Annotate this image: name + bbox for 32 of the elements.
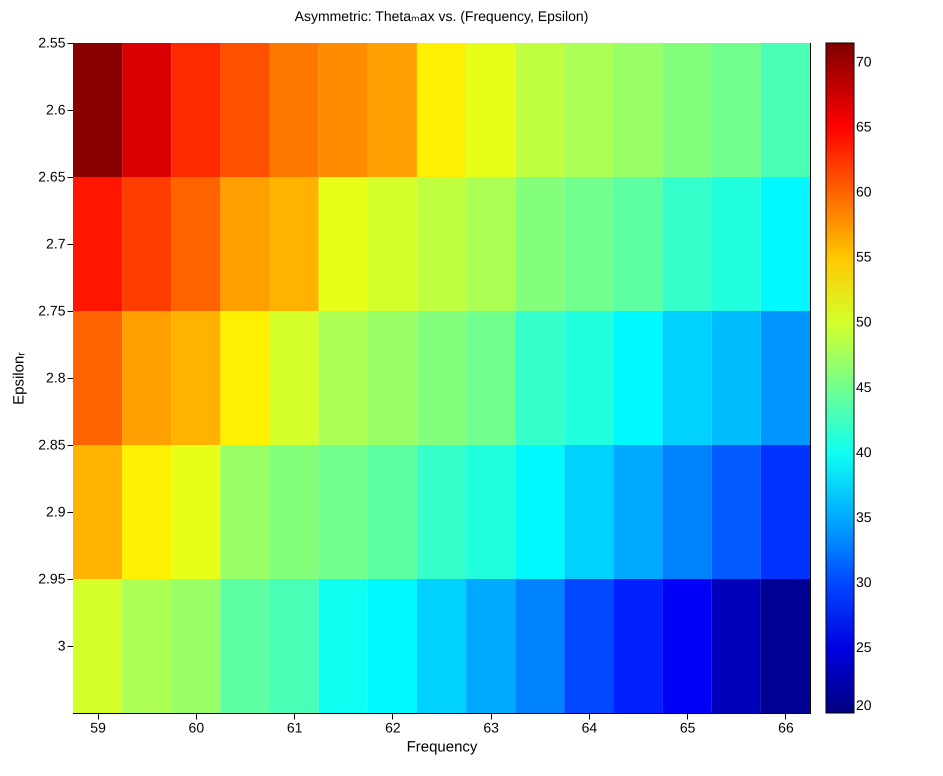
x-tick-label: 60 xyxy=(188,720,204,736)
color-bar-label: 50 xyxy=(856,314,872,330)
y-tick-label: 2.55 xyxy=(38,34,66,50)
x-tick-label: 65 xyxy=(680,720,696,736)
y-axis-title: Epsilonᵣ xyxy=(10,352,28,405)
x-tick-label: 64 xyxy=(582,720,598,736)
color-bar-label: 25 xyxy=(856,638,872,655)
color-bar-label: 70 xyxy=(856,54,872,70)
y-tick-label: 2.9 xyxy=(46,504,66,520)
color-bar-label: 40 xyxy=(856,444,872,460)
y-tick-label: 2.75 xyxy=(38,302,66,318)
y-tick-label: 2.85 xyxy=(38,436,66,452)
x-tick-label: 61 xyxy=(286,720,303,736)
y-tick-label: 3 xyxy=(58,638,66,654)
x-axis-title: Frequency xyxy=(406,738,478,756)
color-bar-label: 35 xyxy=(856,508,872,525)
color-bar-label: 45 xyxy=(856,378,872,395)
y-tick-label: 2.8 xyxy=(46,370,66,386)
x-tick-label: 59 xyxy=(90,720,106,736)
color-bar-label: 65 xyxy=(856,118,872,135)
color-bar-label: 20 xyxy=(856,697,872,713)
color-bar-label: 55 xyxy=(856,248,872,265)
color-bar-label: 30 xyxy=(856,574,872,590)
color-bar-label: 60 xyxy=(856,184,872,200)
x-tick-label: 62 xyxy=(385,720,401,736)
y-tick-label: 2.6 xyxy=(46,102,66,118)
chart-title: Asymmetric: Thetaₘax vs. (Frequency, Epsilon) xyxy=(294,8,588,24)
y-tick-label: 2.95 xyxy=(38,570,66,586)
x-tick-label: 66 xyxy=(778,720,794,736)
y-tick-label: 2.7 xyxy=(46,236,66,252)
y-tick-label: 2.65 xyxy=(38,168,66,184)
x-tick-label: 63 xyxy=(483,720,500,736)
